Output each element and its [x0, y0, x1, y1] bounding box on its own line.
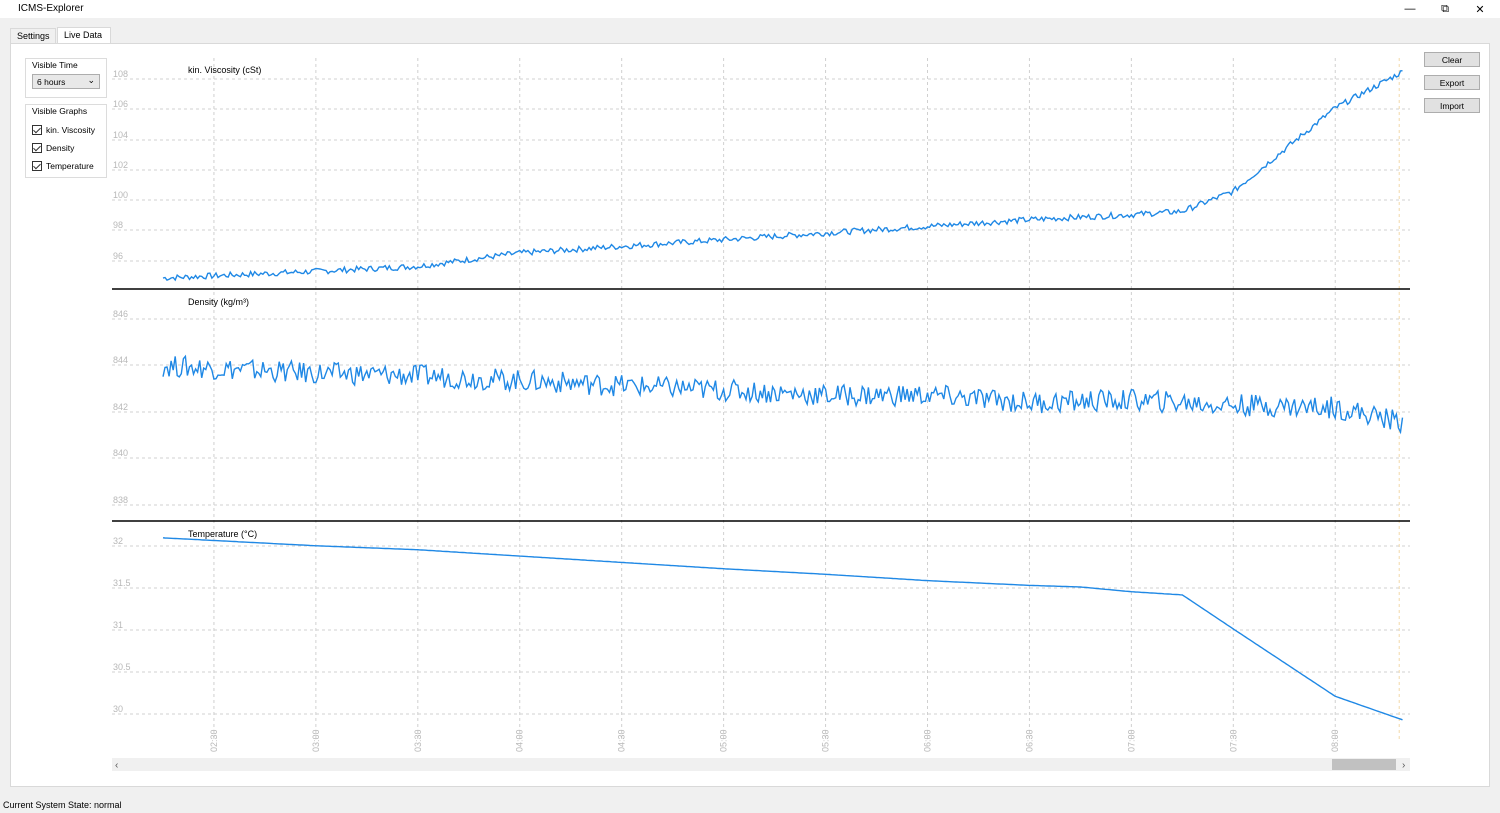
- series-line: [162, 537, 1403, 721]
- y-tick-label: 104: [113, 130, 128, 140]
- export-button[interactable]: Export: [1424, 75, 1480, 90]
- x-tick-label: 06:30: [1024, 729, 1034, 752]
- y-tick-label: 30.5: [113, 662, 131, 672]
- x-tick-label: 04:00: [515, 729, 525, 752]
- y-tick-label: 846: [113, 309, 128, 319]
- y-tick-label: 838: [113, 495, 128, 505]
- y-tick-label: 98: [113, 220, 123, 230]
- visible-graphs-group: Visible Graphs kin. Viscosity Density Te…: [25, 104, 107, 178]
- y-tick-label: 108: [113, 69, 128, 79]
- checkbox-icon: [32, 142, 42, 153]
- horizontal-scrollbar: [112, 758, 1410, 771]
- x-tick-label: 07:30: [1228, 729, 1238, 752]
- checkbox-label: Temperature: [46, 160, 94, 171]
- minimize-icon[interactable]: —: [1404, 3, 1416, 15]
- import-button[interactable]: Import: [1424, 98, 1480, 113]
- chart-title: Temperature (°C): [188, 529, 257, 539]
- checkbox-label: Density: [46, 142, 75, 153]
- y-tick-label: 31.5: [113, 578, 131, 588]
- series-line: [162, 354, 1404, 435]
- y-tick-label: 844: [113, 355, 128, 365]
- y-tick-label: 102: [113, 160, 128, 170]
- scroll-left-icon: ‹: [115, 760, 118, 771]
- scrollbar-thumb: [1332, 759, 1396, 770]
- x-tick-label: 03:00: [311, 729, 321, 752]
- restore-icon[interactable]: ⧉: [1441, 2, 1449, 15]
- checkbox-temperature[interactable]: Temperature: [32, 159, 94, 172]
- x-tick-label: 05:00: [719, 729, 729, 752]
- tab-live-data[interactable]: Live Data: [57, 27, 111, 43]
- visible-time-select[interactable]: 6 hours ⌄: [32, 74, 100, 89]
- y-tick-label: 840: [113, 448, 128, 458]
- x-tick-label: 02:30: [209, 729, 219, 752]
- x-tick-label: 03:30: [413, 729, 423, 752]
- y-tick-label: 842: [113, 402, 128, 412]
- y-tick-label: 32: [113, 536, 123, 546]
- x-tick-label: 08:00: [1330, 729, 1340, 752]
- visible-time-label: Visible Time: [31, 60, 79, 70]
- x-tick-label: 05:30: [821, 729, 831, 752]
- title-bar: ICMS-Explorer — ⧉ ✕: [0, 0, 1500, 18]
- scroll-right-icon: ›: [1402, 760, 1405, 771]
- checkbox-density[interactable]: Density: [32, 141, 74, 154]
- tab-settings[interactable]: Settings: [10, 28, 56, 43]
- chart-title: kin. Viscosity (cSt): [188, 65, 261, 75]
- y-tick-label: 30: [113, 704, 123, 714]
- close-icon[interactable]: ✕: [1475, 3, 1485, 16]
- y-tick-label: 96: [113, 251, 123, 261]
- chevron-down-icon: ⌄: [87, 75, 95, 85]
- series-line: [162, 70, 1403, 282]
- checkbox-label: kin. Viscosity: [46, 124, 95, 135]
- clear-button[interactable]: Clear: [1424, 52, 1480, 67]
- checkbox-icon: [32, 160, 42, 171]
- y-tick-label: 100: [113, 190, 128, 200]
- checkbox-viscosity[interactable]: kin. Viscosity: [32, 123, 95, 136]
- status-text: Current System State: normal: [3, 800, 122, 810]
- y-tick-label: 31: [113, 620, 123, 630]
- checkbox-icon: [32, 124, 42, 135]
- visible-time-value: 6 hours: [37, 77, 66, 87]
- x-tick-label: 04:30: [617, 729, 627, 752]
- window-title: ICMS-Explorer: [18, 3, 84, 14]
- y-tick-label: 106: [113, 99, 128, 109]
- visible-time-group: Visible Time 6 hours ⌄: [25, 58, 107, 98]
- live-data-panel: Visible Time 6 hours ⌄ Visible Graphs ki…: [10, 43, 1490, 787]
- chart-title: Density (kg/m³): [188, 297, 249, 307]
- x-tick-label: 06:00: [922, 729, 932, 752]
- visible-graphs-label: Visible Graphs: [31, 106, 89, 116]
- x-tick-label: 07:00: [1126, 729, 1136, 752]
